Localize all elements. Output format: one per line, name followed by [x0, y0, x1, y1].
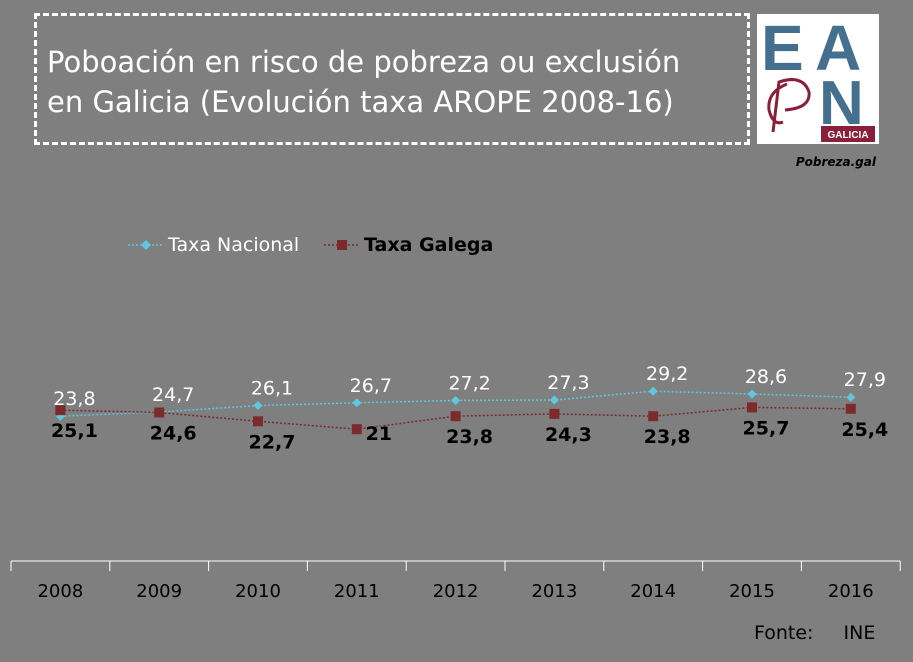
logo-caption: Pobreza.gal [795, 155, 876, 169]
data-point-galega [253, 416, 263, 427]
data-label-galega: 25,4 [841, 419, 888, 441]
data-point-nacional [253, 401, 263, 411]
data-label-nacional: 27,2 [448, 372, 490, 394]
data-point-nacional [747, 389, 757, 399]
data-point-nacional [352, 398, 362, 408]
data-label-galega: 25,1 [51, 420, 98, 442]
data-point-nacional [451, 395, 461, 405]
logo-region-bg [821, 126, 875, 142]
data-label-galega: 24,6 [150, 423, 197, 445]
x-tick-label: 2012 [433, 581, 479, 602]
logo-letter-a: A [815, 14, 861, 84]
legend-label-galega: Taxa Galega [364, 234, 494, 256]
chart-title-line-1: Poboación en risco de pobreza ou exclusi… [47, 45, 681, 79]
source-value: INE [843, 622, 876, 644]
data-point-galega [549, 408, 560, 419]
x-tick-label: 2011 [334, 581, 380, 602]
legend-marker-galega [324, 240, 360, 250]
data-label-galega: 21 [366, 423, 392, 445]
data-label-galega: 23,8 [644, 426, 691, 448]
legend-marker-nacional [128, 240, 164, 250]
x-tick-label: 2014 [630, 581, 676, 602]
chart-title-line-2: en Galicia (Evolución taxa AROPE 2008-16… [47, 85, 674, 119]
logo-letter-e: E [761, 14, 804, 84]
x-tick-label: 2016 [828, 581, 874, 602]
data-label-galega: 24,3 [545, 424, 592, 446]
data-label-nacional: 26,1 [251, 378, 293, 400]
logo-letter-p [767, 78, 811, 133]
data-label-nacional: 23,8 [53, 388, 95, 410]
data-point-galega [648, 411, 659, 422]
data-label-nacional: 26,7 [350, 375, 392, 397]
eapn-logo-graphic: E A N GALICIA [761, 12, 875, 142]
x-tick-label: 2009 [136, 581, 182, 602]
source-note: Fonte: INE [754, 622, 875, 644]
data-point-galega [747, 402, 757, 413]
data-label-nacional: 27,3 [547, 372, 589, 394]
legend-label-nacional: Taxa Nacional [168, 234, 300, 256]
data-point-galega [154, 407, 165, 418]
chart-title: Poboación en risco de pobreza ou exclusi… [47, 42, 737, 122]
data-label-nacional: 27,9 [844, 369, 886, 391]
data-point-galega [845, 403, 856, 414]
x-tick-label: 2010 [235, 581, 281, 602]
data-label-nacional: 29,2 [646, 363, 688, 385]
data-label-nacional: 28,6 [745, 366, 787, 388]
data-point-galega [55, 405, 66, 416]
eapn-galicia-logo: E A N GALICIA [757, 12, 879, 144]
data-label-galega: 23,8 [446, 426, 493, 448]
data-point-nacional [846, 392, 856, 402]
data-point-nacional [549, 395, 559, 405]
data-point-galega [450, 411, 461, 422]
x-tick-label: 2008 [37, 581, 83, 602]
title-box: Poboación en risco de pobreza ou exclusi… [34, 13, 750, 145]
data-label-galega: 25,7 [743, 417, 790, 439]
x-tick-label: 2013 [531, 581, 577, 602]
logo-region-text: GALICIA [827, 130, 868, 141]
source-label: Fonte: [754, 622, 814, 644]
x-tick-label: 2015 [729, 581, 775, 602]
data-label-nacional: 24,7 [152, 384, 194, 406]
data-point-galega [351, 424, 362, 435]
data-point-nacional [648, 386, 658, 396]
data-label-galega: 22,7 [249, 431, 296, 453]
